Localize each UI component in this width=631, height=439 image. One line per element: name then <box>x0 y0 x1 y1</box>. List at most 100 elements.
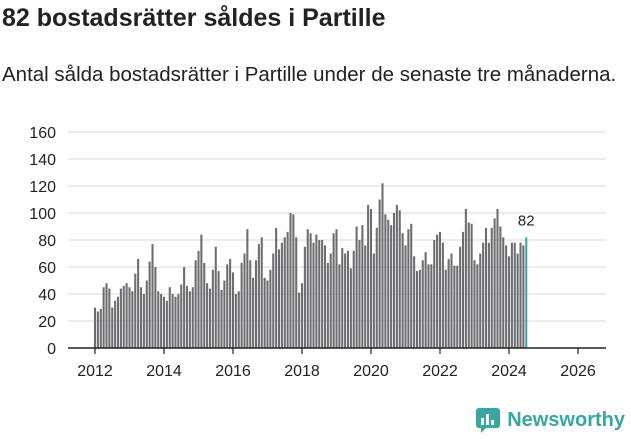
bar <box>453 265 456 348</box>
chart-subtitle: Antal sålda bostadsrätter i Partille und… <box>2 63 617 86</box>
bar <box>456 265 459 348</box>
bar <box>344 253 347 348</box>
bar <box>145 280 148 348</box>
bar <box>513 242 516 348</box>
bar <box>260 237 263 348</box>
bar <box>243 253 246 348</box>
bar <box>516 253 519 348</box>
bar <box>303 246 306 348</box>
bar <box>424 252 427 348</box>
bar <box>326 262 329 348</box>
bar <box>292 214 295 348</box>
bar <box>125 283 128 348</box>
bar <box>479 253 482 348</box>
bar <box>387 219 390 348</box>
bar <box>482 242 485 348</box>
bar <box>240 262 243 348</box>
bar <box>96 311 99 348</box>
bar <box>487 242 490 348</box>
bar <box>203 262 206 348</box>
bar <box>346 250 350 348</box>
x-tick-label: 2024 <box>491 363 527 380</box>
y-tick-label: 20 <box>38 314 56 331</box>
bar <box>128 287 131 348</box>
bar <box>309 233 312 348</box>
bar <box>321 240 324 348</box>
chart-title: 82 bostadsrätter såldes i Partille <box>2 4 386 32</box>
bar <box>433 240 436 348</box>
bar <box>441 242 444 348</box>
x-tick-label: 2026 <box>560 363 596 380</box>
bar <box>105 283 108 348</box>
bar <box>295 237 298 348</box>
bar <box>254 260 258 348</box>
bar <box>410 223 413 348</box>
bar <box>372 253 375 348</box>
bar <box>312 242 315 348</box>
bar <box>200 234 203 348</box>
bar <box>191 287 194 348</box>
bar <box>355 226 358 348</box>
bar <box>427 264 430 348</box>
bar <box>493 218 496 348</box>
newsworthy-logo-icon <box>476 408 501 433</box>
bar <box>473 260 476 348</box>
bar <box>171 294 174 348</box>
bar <box>315 234 318 348</box>
bar <box>206 283 209 348</box>
bar <box>180 284 183 348</box>
bar <box>160 294 163 348</box>
bar <box>194 260 197 348</box>
bar <box>269 269 272 348</box>
bar <box>226 264 229 348</box>
bar <box>306 229 309 348</box>
bar <box>519 242 522 348</box>
bar <box>266 280 269 348</box>
bar <box>444 269 447 348</box>
bar <box>142 294 145 348</box>
bar <box>122 285 125 348</box>
bar <box>404 245 407 348</box>
bar <box>234 294 237 348</box>
y-tick-label: 160 <box>29 125 56 142</box>
bar <box>139 287 143 348</box>
bar <box>459 246 462 348</box>
brand-name: Newsworthy <box>507 408 625 431</box>
bar <box>197 250 200 348</box>
bar <box>162 296 166 348</box>
bar <box>137 258 140 348</box>
bar <box>174 296 177 348</box>
bar <box>214 246 217 348</box>
y-tick-label: 80 <box>38 233 56 250</box>
bar <box>323 245 327 348</box>
bar <box>280 242 283 348</box>
bar <box>252 277 255 348</box>
bar <box>272 253 275 348</box>
bar <box>93 307 97 348</box>
bar <box>510 242 513 348</box>
bar <box>237 291 240 348</box>
bar <box>102 287 105 348</box>
bar <box>464 208 467 348</box>
bar <box>165 300 168 348</box>
bar <box>381 183 384 348</box>
bar <box>395 204 398 348</box>
bar <box>114 300 117 348</box>
bar <box>398 210 401 348</box>
y-tick-label: 40 <box>38 287 56 304</box>
latest-value-label: 82 <box>518 212 535 229</box>
bar <box>298 292 301 348</box>
bar <box>99 308 102 348</box>
bar <box>352 250 355 348</box>
y-tick-label: 100 <box>29 206 56 223</box>
bar <box>329 253 332 348</box>
bar <box>335 229 338 348</box>
bar <box>286 231 289 348</box>
bar <box>496 208 499 348</box>
bar <box>358 240 361 348</box>
y-tick-label: 60 <box>38 260 56 277</box>
bar <box>263 277 266 348</box>
bar <box>447 258 450 348</box>
bar <box>185 285 189 348</box>
bar <box>413 256 416 348</box>
